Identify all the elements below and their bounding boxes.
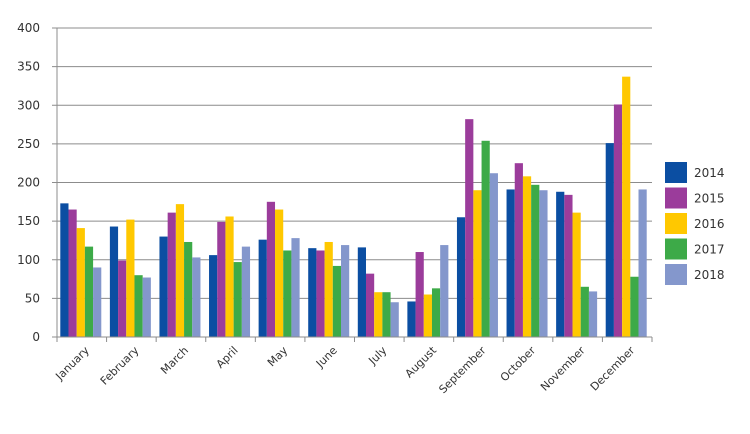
bar-2015-december: [613, 104, 623, 337]
x-tick-label: November: [538, 344, 588, 394]
bar-2018-may: [291, 238, 300, 337]
bar-2015-july: [365, 273, 375, 337]
x-tick-label: May: [265, 344, 291, 370]
bar-2015-january: [68, 209, 77, 337]
y-tick-label: 350: [17, 60, 40, 74]
bar-2016-february: [126, 219, 135, 337]
y-tick-label: 100: [17, 253, 40, 267]
bar-2016-august: [423, 294, 432, 337]
bar-2017-march: [184, 241, 193, 337]
bar-2016-december: [622, 76, 631, 337]
bar-2015-june: [316, 250, 325, 337]
bar-2016-january: [76, 228, 85, 337]
legend-swatch-2016: [665, 213, 687, 234]
bar-2016-september: [473, 190, 482, 337]
bar-2017-february: [134, 275, 143, 337]
bar-2014-may: [258, 239, 267, 337]
bar-2014-september: [456, 217, 466, 337]
bar-2016-july: [374, 292, 383, 337]
bars: [60, 76, 647, 337]
bar-2016-april: [225, 216, 234, 337]
bar-2014-october: [506, 189, 515, 337]
bar-2015-november: [564, 194, 573, 337]
x-tick-label: August: [403, 343, 440, 380]
bar-2014-june: [308, 248, 317, 337]
y-tick-label: 150: [17, 214, 40, 228]
x-tick-label: February: [98, 344, 142, 388]
bar-2016-october: [522, 176, 532, 337]
x-tick-label: April: [214, 344, 241, 371]
legend-label: 2016: [694, 217, 725, 231]
bar-2018-october: [539, 190, 548, 337]
bar-2018-december: [638, 189, 647, 337]
y-tick-label: 250: [17, 137, 40, 151]
legend-swatch-2017: [665, 238, 687, 260]
legend-label: 2015: [694, 192, 725, 206]
bar-2014-january: [60, 203, 69, 337]
bar-2014-march: [159, 236, 168, 337]
bar-2018-february: [142, 277, 151, 337]
bar-2018-september: [489, 173, 498, 337]
bar-2015-august: [415, 252, 424, 337]
bar-2014-august: [407, 301, 416, 337]
bar-2018-january: [93, 267, 102, 337]
y-axis: 0 50 100 150 200 250 300 350 400: [17, 21, 58, 344]
bar-2015-october: [514, 163, 523, 337]
bar-2018-april: [241, 246, 251, 337]
bar-2016-may: [275, 209, 284, 337]
legend-swatch-2014: [665, 162, 687, 183]
x-tick-label: October: [498, 344, 539, 385]
x-tick-label: September: [436, 344, 489, 397]
bar-2017-december: [630, 276, 639, 337]
bar-2017-october: [531, 184, 540, 337]
x-tick-label: January: [53, 344, 93, 384]
x-axis: January February March April May June July Augu…: [52, 336, 653, 397]
bar-2014-july: [357, 247, 366, 337]
legend-label: 2014: [694, 166, 725, 180]
bar-2017-may: [283, 250, 292, 337]
gridlines: [52, 27, 652, 299]
bar-2015-april: [217, 221, 226, 337]
legend-label: 2018: [694, 268, 725, 282]
y-tick-label: 50: [25, 291, 40, 305]
bar-2015-september: [465, 119, 474, 337]
bar-2018-november: [588, 291, 598, 337]
y-tick-label: 0: [32, 330, 40, 344]
legend-label: 2017: [694, 243, 725, 257]
bar-2015-may: [266, 201, 276, 337]
bar-2015-march: [167, 212, 176, 337]
bar-2017-july: [382, 292, 391, 337]
bar-2014-december: [605, 143, 614, 337]
bar-2018-august: [440, 245, 449, 337]
x-tick-label: December: [588, 344, 638, 394]
bar-2014-february: [109, 226, 119, 337]
bar-2015-february: [118, 260, 127, 337]
bar-2017-june: [332, 265, 342, 337]
x-tick-label: March: [158, 344, 191, 377]
bar-2017-april: [233, 262, 242, 337]
bar-2017-january: [84, 246, 94, 337]
x-tick-label: June: [313, 344, 340, 371]
bar-2018-june: [341, 245, 350, 337]
bar-2017-november: [580, 286, 589, 337]
bar-2018-july: [390, 302, 399, 337]
y-tick-label: 300: [17, 98, 40, 112]
bar-2017-september: [481, 140, 490, 337]
legend-swatch-2015: [665, 187, 687, 209]
bar-2017-august: [431, 288, 441, 337]
legend: 2014 2015 2016 2017 2018: [665, 162, 725, 285]
bar-2014-april: [209, 255, 218, 337]
bar-2016-november: [572, 212, 581, 337]
bar-2016-june: [324, 241, 333, 337]
bar-2014-november: [556, 191, 565, 337]
bar-2016-march: [175, 204, 185, 337]
y-tick-label: 400: [17, 21, 40, 35]
x-tick-label: July: [366, 344, 390, 368]
bar-2018-march: [192, 257, 201, 337]
y-tick-label: 200: [17, 176, 40, 190]
legend-swatch-2018: [665, 264, 687, 285]
